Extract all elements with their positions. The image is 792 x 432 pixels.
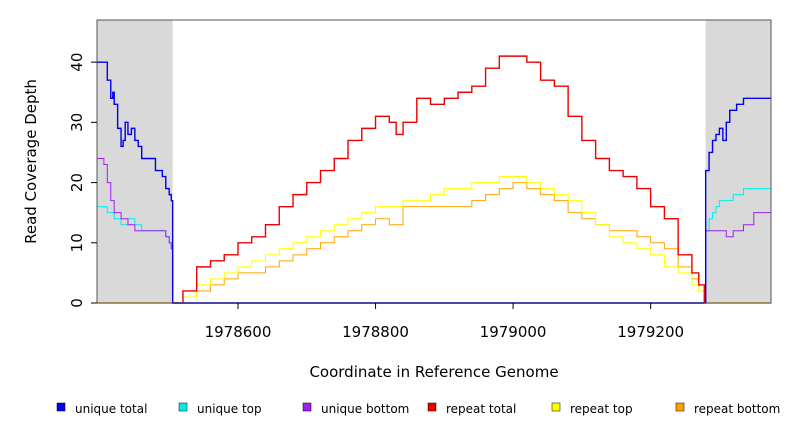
legend-label-unique-top: unique top	[197, 402, 262, 416]
legend-label-repeat-total: repeat total	[446, 402, 516, 416]
series-unique-top	[97, 188, 771, 304]
y-tick-label: 0	[68, 298, 86, 308]
series-unique-total	[97, 61, 771, 304]
legend-label-repeat-top: repeat top	[570, 402, 633, 416]
legend: unique total unique top unique bottom repea…	[56, 402, 780, 416]
legend-label-unique-total: unique total	[75, 402, 147, 416]
y-tick-label: 40	[68, 53, 86, 72]
series-repeat-total	[172, 55, 705, 304]
plot-frame	[96, 19, 772, 304]
x-tick-label: 1979200	[617, 323, 684, 341]
x-axis-title: Coordinate in Reference Genome	[309, 363, 558, 381]
series-lines	[97, 55, 771, 304]
x-tick-label: 1978800	[342, 323, 409, 341]
series-unique-bottom	[97, 157, 771, 304]
legend-swatch-repeat-top	[551, 402, 561, 412]
x-tick-label: 1978600	[205, 323, 272, 341]
shaded-regions	[97, 20, 771, 303]
y-axis-title: Read Coverage Depth	[22, 79, 40, 244]
x-axis: 1978600 1978800 1979000 1979200	[205, 303, 684, 341]
series-repeat-bottom	[172, 182, 705, 304]
x-tick-label: 1979000	[480, 323, 547, 341]
shaded-region-2	[705, 20, 771, 303]
legend-label-repeat-bottom: repeat bottom	[694, 402, 780, 416]
legend-swatch-unique-top	[178, 402, 188, 412]
legend-swatch-unique-bottom	[302, 402, 312, 412]
y-tick-label: 10	[68, 233, 86, 252]
legend-swatch-repeat-total	[427, 402, 437, 412]
y-axis: 0 10 20 30 40	[68, 53, 97, 308]
shaded-region-1	[97, 20, 173, 303]
y-tick-label: 30	[68, 113, 86, 132]
legend-label-unique-bottom: unique bottom	[321, 402, 409, 416]
legend-swatch-repeat-bottom	[675, 402, 685, 412]
legend-swatch-unique-total	[56, 402, 66, 412]
series-repeat-top	[172, 176, 705, 304]
y-tick-label: 20	[68, 173, 86, 192]
